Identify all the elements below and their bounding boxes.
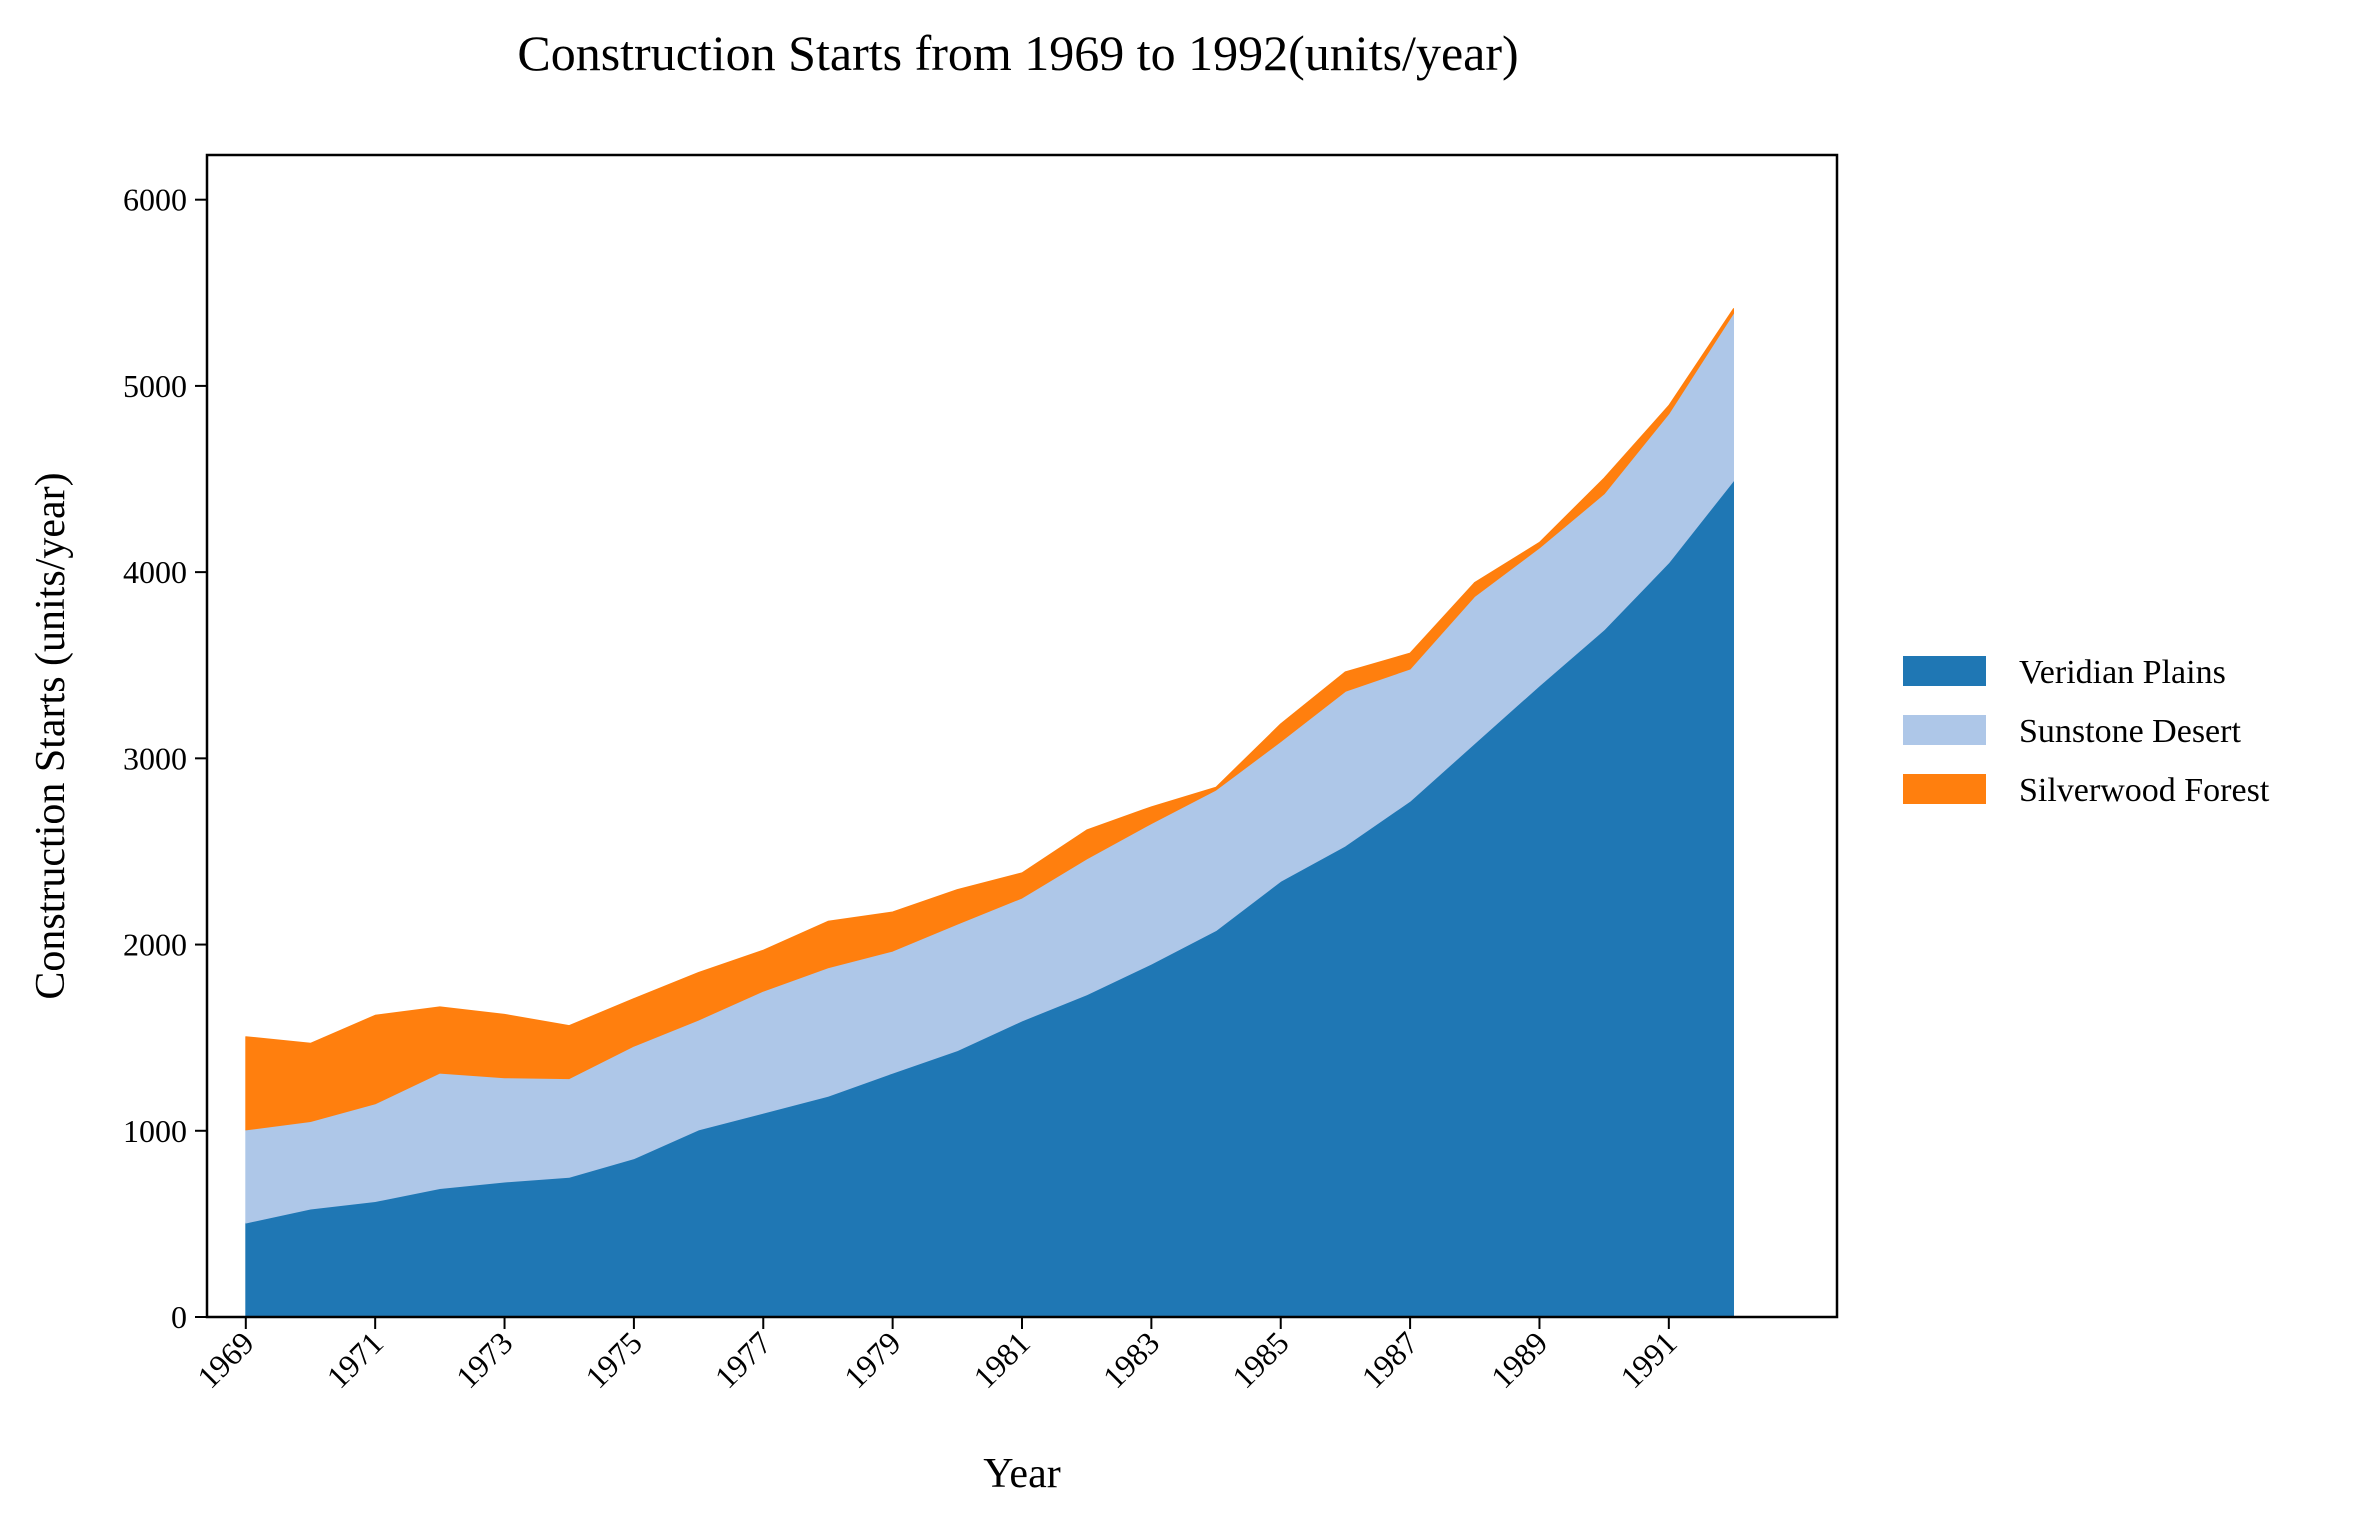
y-tick-label: 4000 [123, 554, 187, 590]
legend-swatch [1903, 715, 1986, 745]
legend-label: Sunstone Desert [2019, 713, 2241, 750]
y-tick-label: 0 [171, 1299, 187, 1335]
area-silverwood-forest [245, 308, 1734, 1131]
x-tick-label: 1979 [837, 1324, 908, 1395]
x-tick-label: 1991 [1613, 1324, 1684, 1395]
x-tick-label: 1973 [449, 1324, 520, 1395]
x-tick-label: 1981 [966, 1324, 1037, 1395]
legend-swatch [1903, 774, 1986, 804]
x-tick-label: 1989 [1484, 1324, 1555, 1395]
legend-swatch [1903, 656, 1986, 686]
y-tick-label: 1000 [123, 1113, 187, 1149]
x-tick-label: 1977 [708, 1324, 779, 1395]
legend-label: Veridian Plains [2019, 654, 2226, 691]
legend: Veridian Plains Sunstone Desert Silverwood… [1903, 654, 2270, 809]
y-axis: 0 1000 2000 3000 4000 5000 6000 [123, 182, 207, 1335]
areas-layer [245, 308, 1734, 1318]
x-tick-label: 1975 [578, 1324, 649, 1395]
y-tick-label: 6000 [123, 182, 187, 218]
legend-label: Silverwood Forest [2019, 772, 2270, 809]
x-tick-label: 1969 [190, 1324, 261, 1395]
y-axis-title: Construction Starts (units/year) [28, 472, 74, 999]
y-tick-label: 2000 [123, 927, 187, 963]
y-tick-label: 5000 [123, 368, 187, 404]
legend-item-sunstone-desert: Sunstone Desert [1903, 713, 2241, 750]
x-tick-label: 1971 [319, 1324, 390, 1395]
x-axis: 1969 1971 1973 1975 1977 1979 1981 1983 1985 1987… [190, 1317, 1684, 1395]
y-tick-label: 3000 [123, 740, 187, 776]
x-tick-label: 1987 [1354, 1324, 1425, 1395]
legend-item-veridian-plains: Veridian Plains [1903, 654, 2226, 691]
x-tick-label: 1983 [1096, 1324, 1167, 1395]
legend-item-silverwood-forest: Silverwood Forest [1903, 772, 2270, 809]
chart-title: Construction Starts from 1969 to 1992(un… [517, 25, 1518, 81]
x-tick-label: 1985 [1225, 1324, 1296, 1395]
x-axis-title: Year [983, 1451, 1060, 1497]
